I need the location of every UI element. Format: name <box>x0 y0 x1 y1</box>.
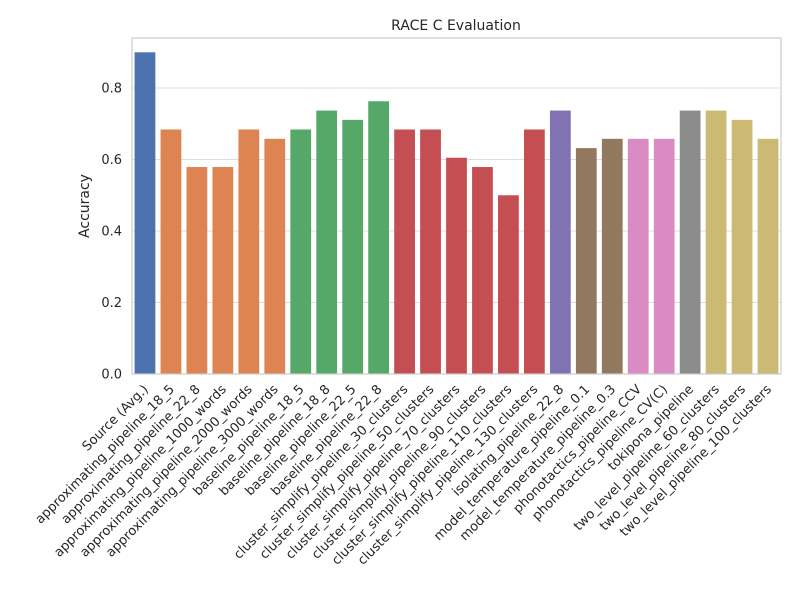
bar <box>575 148 597 374</box>
y-tick-labels: 0.0 0.2 0.4 0.6 0.8 <box>101 82 122 383</box>
bar <box>498 195 519 374</box>
y-tick-label: 0.6 <box>101 153 122 168</box>
bar <box>653 138 675 374</box>
bar <box>757 138 779 374</box>
x-tick-labels: Source (Avg.)approximating_pipeline_18_5… <box>33 382 775 568</box>
bar <box>186 167 208 374</box>
bar <box>705 110 727 374</box>
bar <box>523 129 545 374</box>
y-tick-label: 0.4 <box>101 225 122 240</box>
bar <box>264 138 286 374</box>
bar <box>342 119 364 374</box>
bar <box>446 157 467 374</box>
y-tick-label: 0.0 <box>101 368 122 383</box>
bar <box>238 129 260 374</box>
bar <box>420 129 441 374</box>
bar <box>212 167 234 374</box>
bar <box>731 119 753 374</box>
bar <box>472 167 493 374</box>
y-tick-label: 0.2 <box>101 296 122 311</box>
plot-frame <box>131 37 782 375</box>
bar <box>394 129 415 374</box>
bar <box>549 110 571 374</box>
y-axis-title: Accuracy <box>77 174 93 238</box>
bar <box>160 129 182 374</box>
bar <box>134 52 156 374</box>
bar <box>290 129 312 374</box>
bars <box>134 52 779 375</box>
bar <box>601 138 623 374</box>
bar <box>627 138 649 374</box>
bar <box>368 101 390 375</box>
bar <box>316 110 338 374</box>
bar <box>679 110 701 374</box>
chart-title: RACE C Evaluation <box>391 18 521 34</box>
y-tick-label: 0.8 <box>101 82 122 97</box>
